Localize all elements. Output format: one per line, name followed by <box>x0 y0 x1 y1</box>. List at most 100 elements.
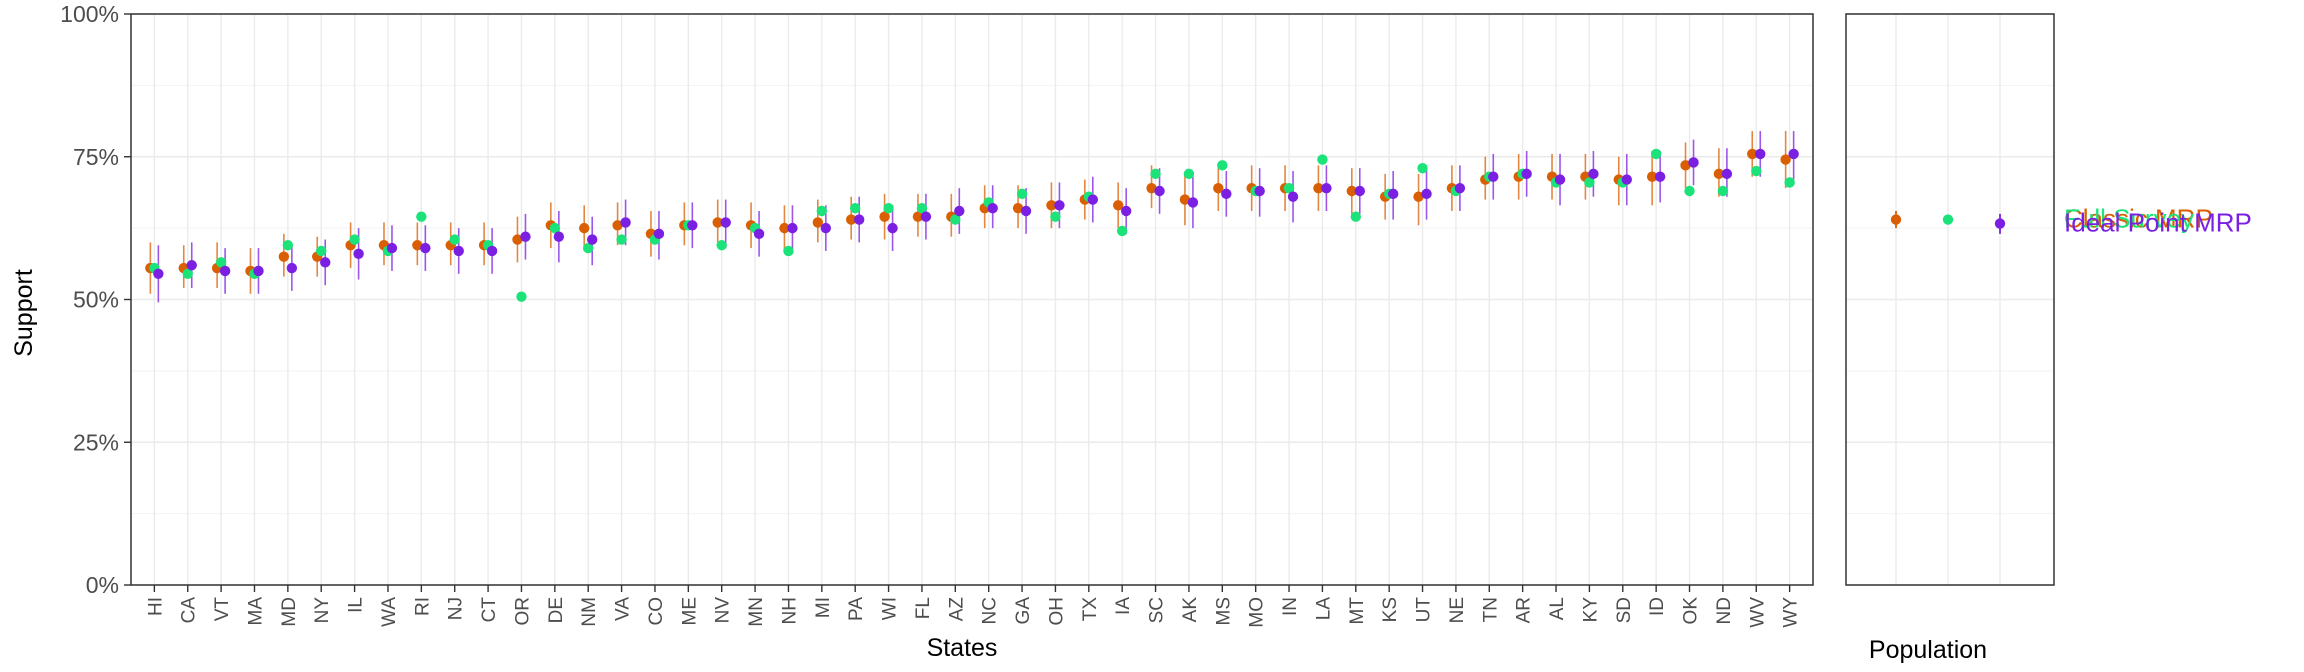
x-tick-label: NY <box>312 597 333 624</box>
data-point <box>1146 182 1157 194</box>
data-point <box>1747 148 1758 160</box>
x-tick-label: WI <box>880 597 901 620</box>
x-tick-label: IN <box>1280 597 1301 616</box>
y-axis-title: Support <box>10 269 38 357</box>
data-point <box>1688 157 1699 168</box>
data-point <box>516 291 527 302</box>
data-point <box>1751 165 1762 177</box>
x-tick-label: OH <box>1046 597 1067 626</box>
data-point <box>950 214 961 225</box>
data-point <box>879 211 890 222</box>
data-point <box>579 222 590 234</box>
x-tick-label: IL <box>346 597 367 613</box>
data-point <box>1417 162 1428 174</box>
data-point <box>1713 168 1725 180</box>
x-tick-label: NE <box>1447 597 1468 623</box>
x-tick-label: AZ <box>946 597 967 622</box>
x-axis-title: States <box>927 634 998 662</box>
x-tick-label: OK <box>1681 597 1702 625</box>
x-tick-label: MD <box>279 597 300 627</box>
data-point <box>1150 168 1161 180</box>
data-point <box>1654 171 1666 182</box>
data-point <box>416 211 427 222</box>
x-tick-label: UT <box>1414 597 1435 623</box>
x-tick-label: NM <box>579 597 600 627</box>
data-point <box>553 231 565 242</box>
data-point <box>779 222 790 234</box>
x-tick-label: WV <box>1747 597 1768 628</box>
data-point <box>1780 154 1791 165</box>
data-point <box>1346 185 1357 197</box>
x-tick-label: MA <box>245 597 266 626</box>
data-point <box>1046 200 1057 211</box>
data-point <box>912 211 924 222</box>
data-point <box>420 242 431 254</box>
data-point <box>1217 160 1228 171</box>
x-tick-label: HI <box>145 597 166 616</box>
x-tick-label: SD <box>1614 597 1635 623</box>
x-tick-label: IA <box>1113 597 1134 615</box>
data-point <box>753 228 765 240</box>
data-point <box>1588 168 1599 180</box>
data-point <box>412 240 423 251</box>
x-tick-label: NV <box>713 597 734 624</box>
data-point <box>849 202 861 214</box>
x-tick-label: CA <box>179 597 200 624</box>
x-tick-label: NC <box>980 597 1001 624</box>
x-tick-label: AR <box>1514 597 1535 623</box>
data-point <box>186 260 197 271</box>
data-point <box>316 245 327 257</box>
y-tick-label: 75% <box>73 144 119 170</box>
data-point <box>812 217 824 228</box>
x-tick-label: WA <box>379 597 400 627</box>
data-point <box>620 217 631 228</box>
data-point <box>1354 185 1365 197</box>
data-point <box>587 234 598 245</box>
data-point <box>386 242 398 254</box>
data-point <box>853 214 865 225</box>
x-tick-label: MI <box>813 597 834 618</box>
data-point <box>653 228 665 240</box>
data-point <box>887 222 898 234</box>
y-tick-label: 25% <box>73 429 119 455</box>
data-point <box>616 234 627 245</box>
x-tick-label: OR <box>512 597 533 626</box>
data-point <box>820 222 832 234</box>
data-point <box>1646 171 1658 182</box>
data-point <box>278 251 290 262</box>
x-tick-label: CT <box>479 597 500 623</box>
x-tick-label: GA <box>1013 597 1034 625</box>
data-point <box>1313 182 1324 194</box>
data-point <box>182 268 193 280</box>
x-tick-label: TN <box>1480 597 1501 622</box>
data-point <box>1116 225 1128 237</box>
data-point <box>320 257 331 268</box>
data-point <box>1650 148 1662 160</box>
data-point <box>1721 168 1733 180</box>
side-series-label: Ideal Point MRP <box>2064 208 2252 238</box>
x-tick-label: RI <box>412 597 433 616</box>
data-point <box>883 202 894 214</box>
x-tick-label: MN <box>746 597 767 627</box>
population-axis-title: Population <box>1869 636 1987 664</box>
x-tick-label: PA <box>846 597 867 621</box>
data-point <box>486 245 498 257</box>
data-point <box>987 202 998 214</box>
data-point <box>1016 188 1028 200</box>
data-point <box>583 242 594 254</box>
data-point <box>219 265 231 277</box>
x-tick-label: VA <box>613 597 634 621</box>
x-tick-label: NH <box>779 597 800 624</box>
x-tick-label: SC <box>1147 597 1168 623</box>
data-point <box>453 245 464 257</box>
data-point <box>1317 154 1328 165</box>
data-point <box>1584 177 1595 188</box>
data-point <box>1183 168 1195 180</box>
x-tick-label: LA <box>1313 597 1334 621</box>
x-tick-label: AK <box>1180 597 1201 623</box>
data-point <box>1179 194 1191 205</box>
data-point <box>253 265 264 277</box>
data-point <box>286 262 298 274</box>
x-tick-label: CO <box>646 597 667 626</box>
